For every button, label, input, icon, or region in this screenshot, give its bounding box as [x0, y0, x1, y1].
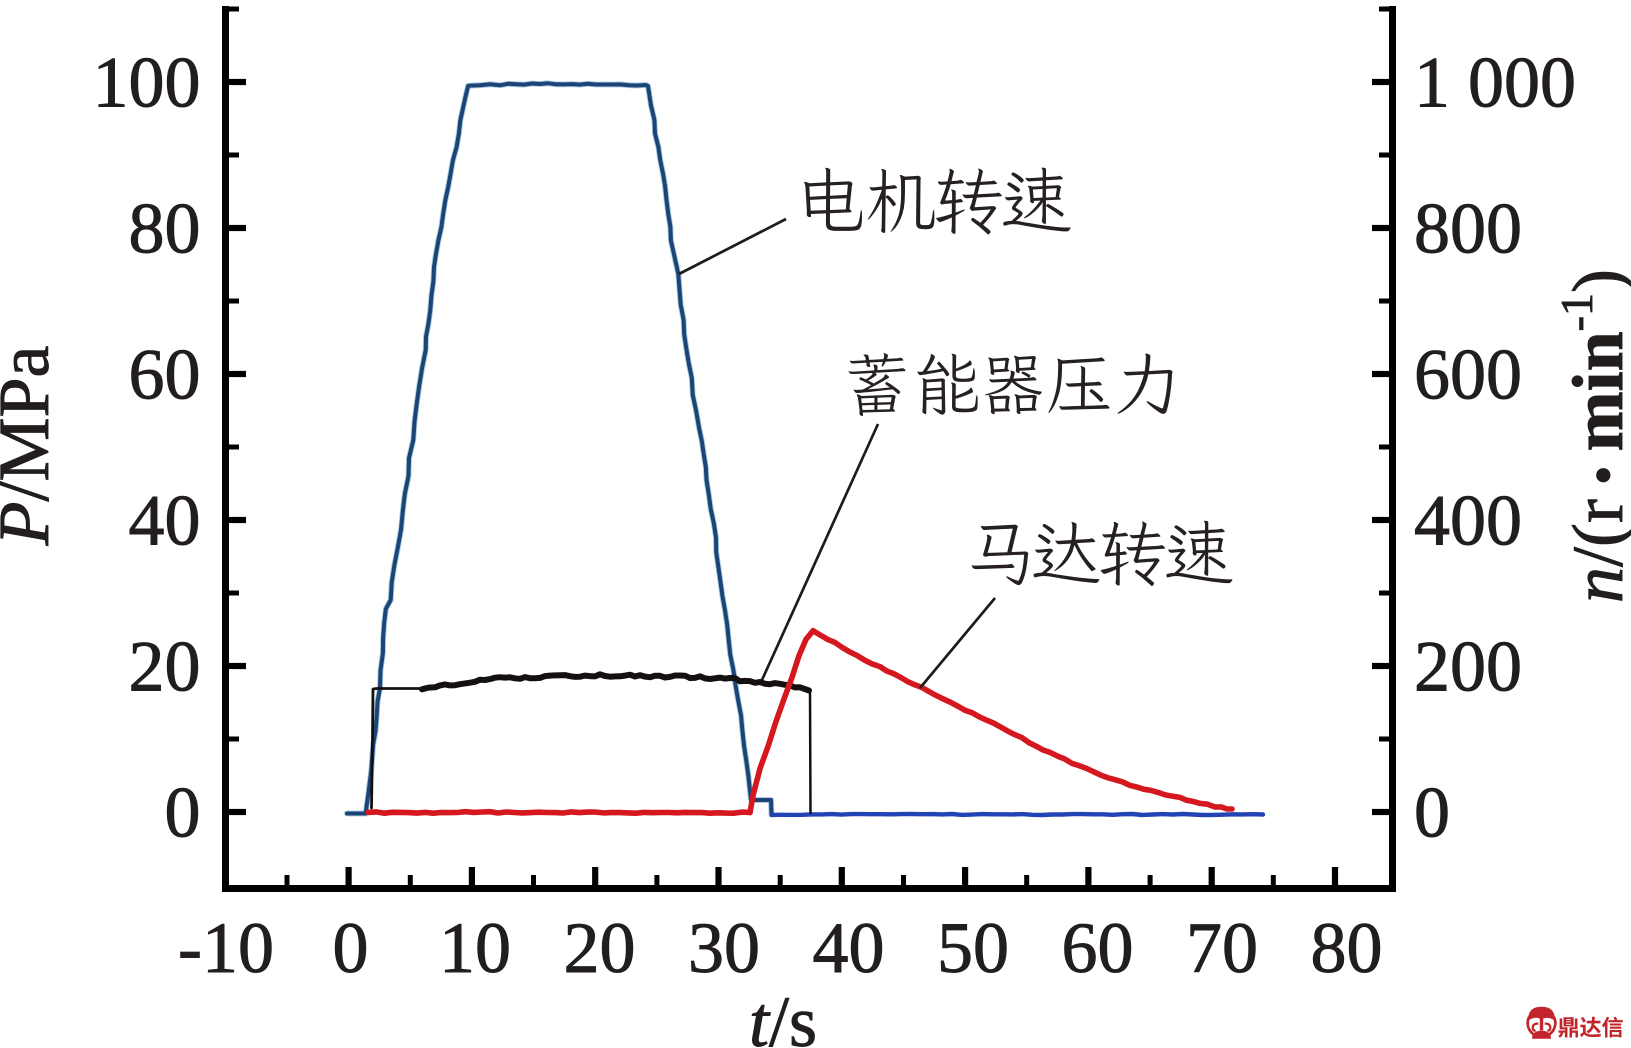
svg-text:10: 10	[439, 908, 511, 988]
svg-text:P/MPa: P/MPa	[0, 345, 64, 546]
svg-text:70: 70	[1186, 908, 1258, 988]
svg-text:0: 0	[1414, 773, 1450, 853]
svg-text:400: 400	[1414, 481, 1522, 561]
svg-text:50: 50	[937, 908, 1009, 988]
svg-text:0: 0	[333, 908, 369, 988]
svg-text:0: 0	[165, 773, 201, 853]
svg-text:80: 80	[1311, 908, 1383, 988]
svg-text:20: 20	[564, 908, 636, 988]
svg-text:40: 40	[129, 481, 201, 561]
svg-text:100: 100	[93, 43, 201, 123]
svg-text:1 000: 1 000	[1414, 43, 1576, 123]
svg-text:800: 800	[1414, 189, 1522, 269]
svg-text:600: 600	[1414, 335, 1522, 415]
svg-text:-10: -10	[178, 908, 274, 988]
svg-text:30: 30	[688, 908, 760, 988]
svg-text:20: 20	[129, 627, 201, 707]
svg-text:200: 200	[1414, 627, 1522, 707]
svg-text:60: 60	[1062, 908, 1134, 988]
svg-text:t/s: t/s	[749, 982, 817, 1048]
svg-text:40: 40	[813, 908, 885, 988]
svg-text:60: 60	[129, 335, 201, 415]
svg-text:80: 80	[129, 189, 201, 269]
